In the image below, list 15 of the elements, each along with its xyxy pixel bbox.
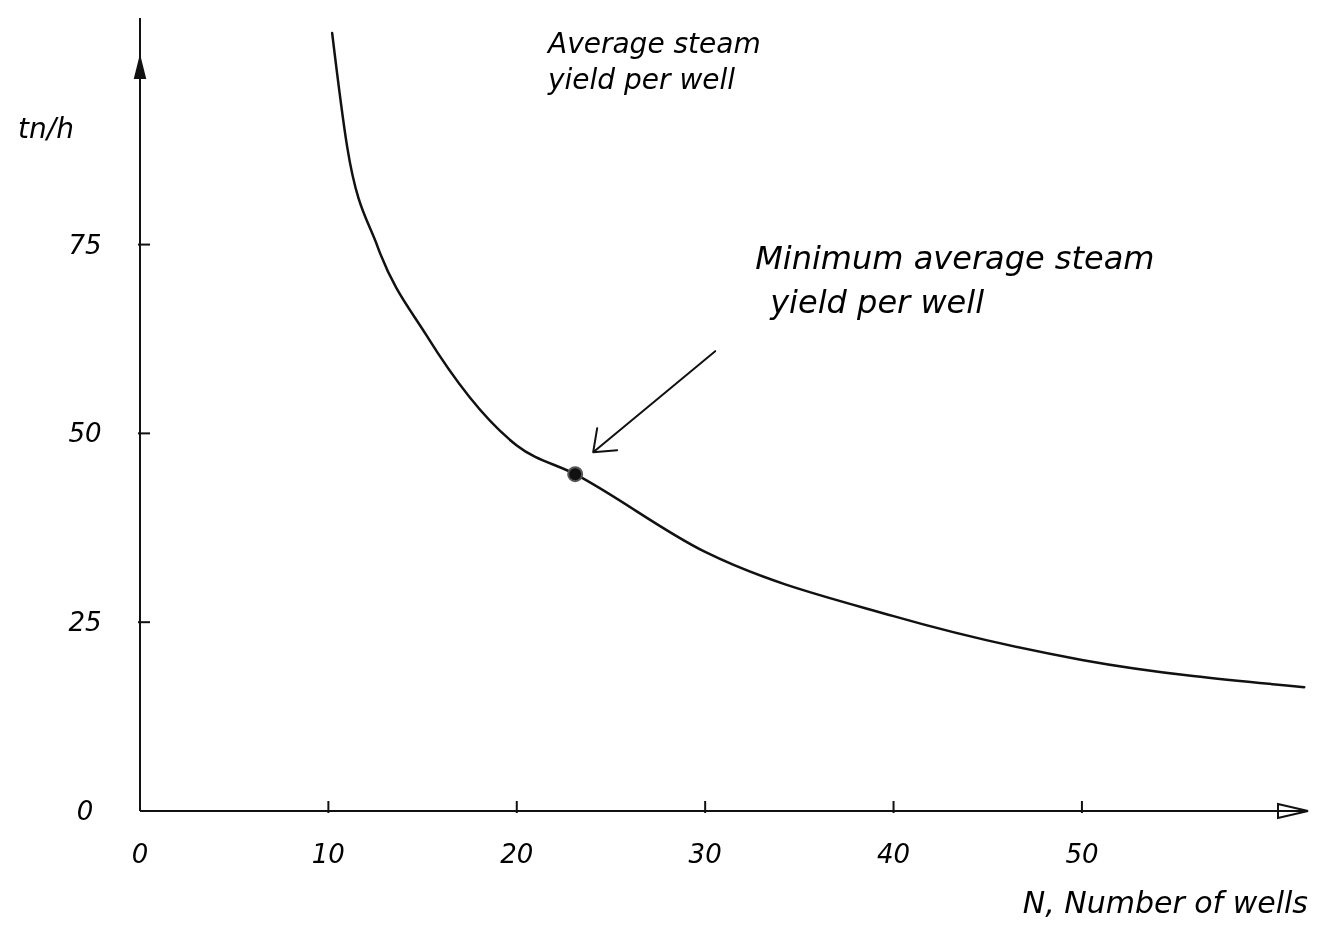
- x-tick-label: 40: [877, 839, 911, 869]
- y-tick-label: 0: [76, 796, 94, 826]
- x-tick-label: 20: [500, 839, 534, 869]
- y-tick-label: 50: [68, 418, 102, 449]
- x-tick-label: 10: [311, 839, 345, 869]
- x-tick-label: 0: [131, 839, 149, 869]
- annotation: Average steam yield per well: [546, 27, 761, 96]
- x-axis-title: N, Number of wells: [1022, 885, 1308, 920]
- annotation: Minimum average steam yield per well: [755, 239, 1155, 322]
- line-series: [330, 31, 1306, 689]
- y-tick-label: 75: [68, 229, 102, 260]
- y-axis-title: tn/h: [18, 112, 74, 145]
- x-tick-label: 50: [1065, 839, 1099, 869]
- x-tick-label: 30: [688, 839, 722, 869]
- y-tick-label: 25: [68, 607, 102, 638]
